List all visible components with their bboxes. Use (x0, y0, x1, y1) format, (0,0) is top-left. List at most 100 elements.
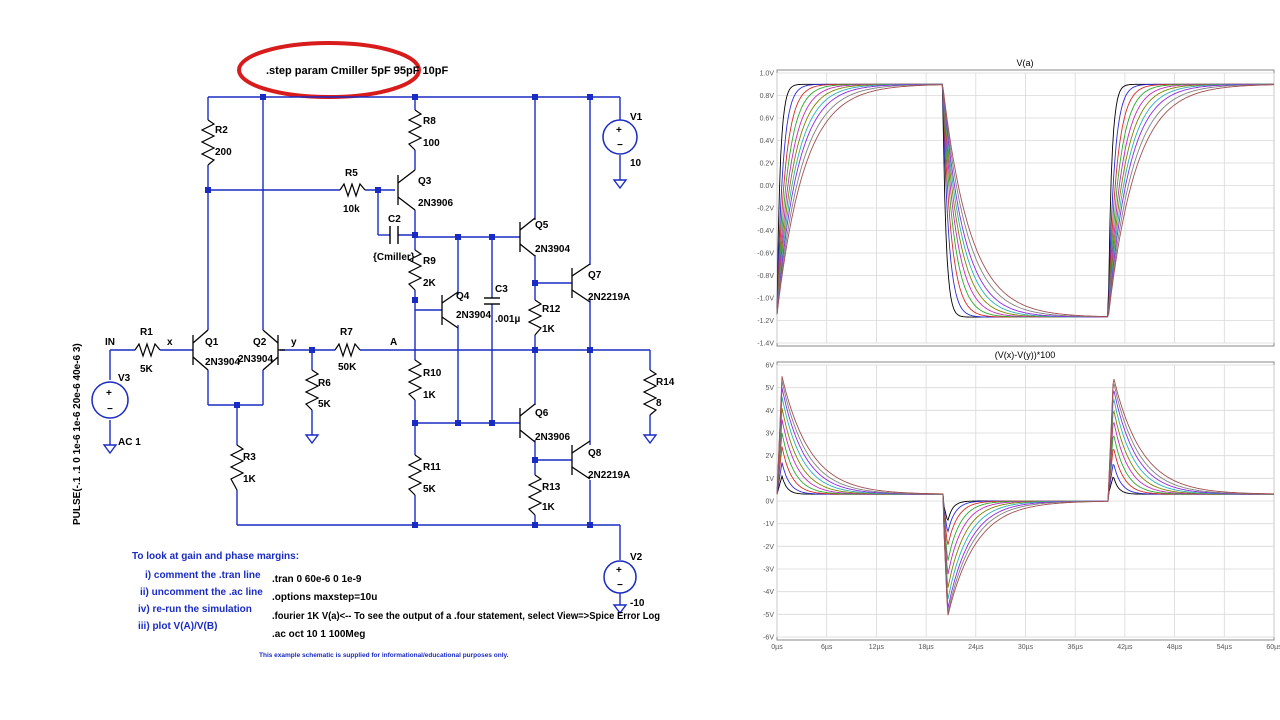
y-tick-label: -0.8V (757, 273, 774, 280)
y-tick-label: -3V (763, 567, 774, 574)
svg-text:+: + (616, 565, 622, 576)
r3-name: R3 (243, 452, 256, 463)
resistor-symbols (134, 109, 658, 516)
q8-name: Q8 (588, 448, 602, 459)
vA-series-6 (776, 83, 1274, 318)
r11-value: 5K (423, 484, 437, 495)
v2-name: V2 (630, 552, 643, 563)
y-tick-label: -0.6V (757, 251, 774, 258)
ground-symbols (102, 179, 658, 615)
c2-symbol (389, 226, 399, 244)
y-tick-label: -5V (763, 612, 774, 619)
plot-bottom-y-ticks: 6V 5V 4V 3V 2V 1V 0V -1V -2V -3V -4V -5V -6V (763, 363, 774, 642)
note-line-4: iii) plot V(A)/V(B) (138, 621, 217, 632)
plot-top-y-ticks: 1.0V 0.8V 0.6V 0.4V 0.2V 0.0V -0.2V -0.4V -0.6V -… (757, 71, 774, 348)
directive-tran: .tran 0 60e-6 0 1e-9 (272, 574, 362, 585)
plot-bottom-series (776, 376, 1274, 616)
r2-value: 200 (215, 147, 232, 158)
svg-text:−: − (107, 404, 113, 415)
v1-symbol (602, 119, 638, 155)
diff-series-8 (776, 387, 1274, 609)
plot-bottom-title: (V(x)-V(y))*100 (995, 350, 1056, 360)
note-line-3: iv) re-run the simulation (138, 604, 252, 615)
q4-symbol (441, 291, 459, 329)
r13-name: R13 (542, 482, 561, 493)
x-tick-label: 24µs (968, 644, 984, 651)
wires (109, 96, 651, 605)
x-tick-label: 6µs (821, 644, 833, 651)
svg-text:−: − (617, 580, 623, 591)
q3-symbol (397, 169, 416, 211)
r5-symbol (339, 182, 366, 198)
x-tick-label: 54µs (1217, 644, 1233, 651)
r12-name: R12 (542, 304, 561, 315)
r10-symbol (407, 359, 423, 401)
c3-name: C3 (495, 284, 508, 295)
junction-dots (205, 94, 593, 528)
q7-symbol (571, 263, 591, 303)
diff-series-7 (776, 396, 1274, 600)
y-tick-label: -1.2V (757, 318, 774, 325)
capacitor-symbols (389, 226, 500, 305)
note-title: To look at gain and phase margins: (132, 551, 299, 562)
net-y: y (291, 337, 297, 348)
q1-model: 2N3904 (205, 357, 240, 368)
r9-symbol (407, 249, 423, 291)
q6-model: 2N3906 (535, 432, 570, 443)
v2-symbol (603, 560, 637, 594)
x-tick-label: 42µs (1117, 644, 1133, 651)
r12-symbol (527, 299, 543, 336)
svg-text:+: + (616, 125, 622, 136)
schematic-panel: .step param Cmiller 5pF 95pF 10pF PULSE(… (72, 41, 675, 659)
plot-bottom-x-ticks: 0µs 6µs 12µs 18µs 24µs 30µs 36µs 42µs 48µs 54µs 60… (771, 644, 1280, 651)
plot-top-title: V(a) (1016, 58, 1033, 68)
q8-symbol (571, 440, 591, 480)
q4-name: Q4 (456, 291, 470, 302)
y-tick-label: -1.4V (757, 341, 774, 348)
y-tick-label: 0V (765, 499, 774, 506)
voltage-sources (91, 119, 638, 594)
note-line-2: ii) uncomment the .ac line (140, 587, 263, 598)
net-x: x (167, 337, 173, 348)
directive-fourier: .fourier 1K V(a)<-- To see the output of… (272, 611, 660, 622)
instructions-note: To look at gain and phase margins: i) co… (132, 551, 509, 659)
y-tick-label: -1V (763, 521, 774, 528)
x-tick-label: 48µs (1167, 644, 1183, 651)
r1-symbol (134, 342, 161, 358)
net-a: A (390, 337, 397, 348)
x-tick-label: 30µs (1018, 644, 1034, 651)
r12-value: 1K (542, 324, 556, 335)
r14-name: R14 (656, 377, 675, 388)
q5-model: 2N3904 (535, 244, 570, 255)
r11-name: R11 (423, 462, 441, 473)
plot-top[interactable]: V(a) 1.0V 0.8V 0.6V 0.4V 0.2V 0.0V -0.2V -0.4V -… (757, 58, 1275, 348)
y-tick-label: 3V (765, 431, 774, 438)
note-line-1: i) comment the .tran line (145, 570, 261, 581)
r3-value: 1K (243, 474, 257, 485)
y-tick-label: 1.0V (760, 71, 775, 78)
q2-model: 2N3904 (238, 354, 273, 365)
v3-value: AC 1 (118, 437, 141, 448)
plot-bottom[interactable]: (V(x)-V(y))*100 6V 5V 4V 3V 2V 1V 0V -1V -2V -3V -… (763, 350, 1280, 651)
x-tick-label: 18µs (918, 644, 934, 651)
transistor-symbols (192, 169, 591, 480)
y-tick-label: 4V (765, 408, 774, 415)
r8-value: 100 (423, 138, 440, 149)
q1-name: Q1 (205, 337, 219, 348)
r7-value: 50K (338, 362, 357, 373)
r9-value: 2K (423, 278, 437, 289)
vA-series-7 (776, 83, 1274, 318)
vA-series-9 (776, 84, 1274, 318)
q2-name: Q2 (253, 337, 267, 348)
y-tick-label: 0.8V (760, 93, 775, 100)
y-tick-label: 0.2V (760, 161, 775, 168)
r3-symbol (229, 444, 245, 491)
spice-directives: .tran 0 60e-6 0 1e-9 .options maxstep=10… (272, 574, 660, 640)
c2-value: {Cmiller} (373, 252, 415, 263)
q2-symbol (262, 329, 285, 371)
x-tick-label: 36µs (1068, 644, 1084, 651)
step-directive[interactable]: .step param Cmiller 5pF 95pF 10pF (266, 65, 448, 77)
r7-name: R7 (340, 327, 353, 338)
v3-symbol (91, 381, 129, 419)
q5-name: Q5 (535, 220, 549, 231)
